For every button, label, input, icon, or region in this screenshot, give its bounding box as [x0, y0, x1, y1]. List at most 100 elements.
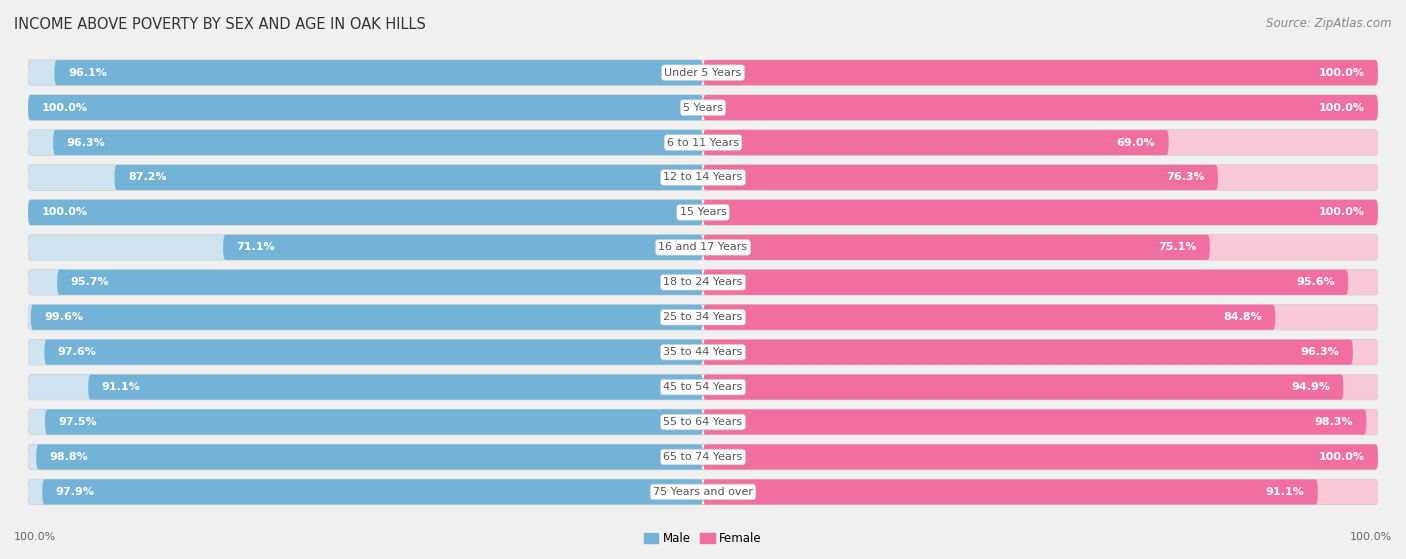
FancyBboxPatch shape: [703, 305, 1275, 330]
Text: 97.5%: 97.5%: [59, 417, 97, 427]
FancyBboxPatch shape: [703, 339, 1353, 365]
Text: INCOME ABOVE POVERTY BY SEX AND AGE IN OAK HILLS: INCOME ABOVE POVERTY BY SEX AND AGE IN O…: [14, 17, 426, 32]
Text: 84.8%: 84.8%: [1223, 312, 1261, 322]
FancyBboxPatch shape: [28, 339, 703, 365]
Text: 95.6%: 95.6%: [1296, 277, 1334, 287]
FancyBboxPatch shape: [28, 200, 703, 225]
Text: 91.1%: 91.1%: [1265, 487, 1305, 497]
FancyBboxPatch shape: [28, 60, 703, 85]
Text: 97.6%: 97.6%: [58, 347, 97, 357]
Text: 100.0%: 100.0%: [1319, 452, 1364, 462]
Text: 100.0%: 100.0%: [1350, 532, 1392, 542]
Text: 65 to 74 Years: 65 to 74 Years: [664, 452, 742, 462]
FancyBboxPatch shape: [28, 235, 703, 260]
FancyBboxPatch shape: [28, 165, 1378, 190]
Text: 18 to 24 Years: 18 to 24 Years: [664, 277, 742, 287]
Text: 15 Years: 15 Years: [679, 207, 727, 217]
Text: 76.3%: 76.3%: [1166, 173, 1205, 182]
FancyBboxPatch shape: [28, 409, 1378, 435]
FancyBboxPatch shape: [45, 339, 703, 365]
Text: 99.6%: 99.6%: [45, 312, 83, 322]
FancyBboxPatch shape: [28, 200, 703, 225]
FancyBboxPatch shape: [703, 305, 1378, 330]
FancyBboxPatch shape: [28, 130, 703, 155]
FancyBboxPatch shape: [28, 444, 1378, 470]
FancyBboxPatch shape: [28, 409, 703, 435]
Text: 55 to 64 Years: 55 to 64 Years: [664, 417, 742, 427]
FancyBboxPatch shape: [703, 200, 1378, 225]
FancyBboxPatch shape: [28, 375, 1378, 400]
FancyBboxPatch shape: [45, 409, 703, 435]
FancyBboxPatch shape: [703, 480, 1378, 505]
FancyBboxPatch shape: [42, 480, 703, 505]
FancyBboxPatch shape: [703, 409, 1367, 435]
FancyBboxPatch shape: [28, 130, 1378, 155]
Text: Source: ZipAtlas.com: Source: ZipAtlas.com: [1267, 17, 1392, 30]
FancyBboxPatch shape: [28, 305, 703, 330]
FancyBboxPatch shape: [37, 444, 703, 470]
Text: 100.0%: 100.0%: [1319, 103, 1364, 112]
Text: 6 to 11 Years: 6 to 11 Years: [666, 138, 740, 148]
FancyBboxPatch shape: [28, 269, 1378, 295]
FancyBboxPatch shape: [703, 480, 1317, 505]
Text: 100.0%: 100.0%: [14, 532, 56, 542]
Text: 71.1%: 71.1%: [236, 243, 276, 252]
FancyBboxPatch shape: [28, 200, 1378, 225]
FancyBboxPatch shape: [55, 60, 703, 85]
FancyBboxPatch shape: [703, 269, 1348, 295]
FancyBboxPatch shape: [28, 339, 1378, 365]
Text: 100.0%: 100.0%: [1319, 68, 1364, 78]
Text: 98.8%: 98.8%: [49, 452, 89, 462]
FancyBboxPatch shape: [28, 269, 703, 295]
FancyBboxPatch shape: [703, 444, 1378, 470]
Text: 95.7%: 95.7%: [70, 277, 110, 287]
FancyBboxPatch shape: [703, 235, 1209, 260]
Text: 97.9%: 97.9%: [56, 487, 94, 497]
FancyBboxPatch shape: [703, 60, 1378, 85]
FancyBboxPatch shape: [28, 305, 1378, 330]
Text: Under 5 Years: Under 5 Years: [665, 68, 741, 78]
FancyBboxPatch shape: [89, 375, 703, 400]
Text: 75 Years and over: 75 Years and over: [652, 487, 754, 497]
Text: 91.1%: 91.1%: [101, 382, 141, 392]
FancyBboxPatch shape: [28, 235, 1378, 260]
Text: 96.3%: 96.3%: [1301, 347, 1340, 357]
FancyBboxPatch shape: [703, 269, 1378, 295]
FancyBboxPatch shape: [703, 165, 1218, 190]
FancyBboxPatch shape: [28, 165, 703, 190]
FancyBboxPatch shape: [114, 165, 703, 190]
Text: 98.3%: 98.3%: [1315, 417, 1353, 427]
FancyBboxPatch shape: [28, 95, 703, 120]
Text: 100.0%: 100.0%: [42, 103, 87, 112]
FancyBboxPatch shape: [703, 60, 1378, 85]
FancyBboxPatch shape: [703, 339, 1378, 365]
Text: 96.1%: 96.1%: [67, 68, 107, 78]
FancyBboxPatch shape: [28, 60, 1378, 85]
Text: 25 to 34 Years: 25 to 34 Years: [664, 312, 742, 322]
FancyBboxPatch shape: [28, 95, 703, 120]
FancyBboxPatch shape: [703, 95, 1378, 120]
Text: 69.0%: 69.0%: [1116, 138, 1156, 148]
FancyBboxPatch shape: [703, 200, 1378, 225]
Text: 12 to 14 Years: 12 to 14 Years: [664, 173, 742, 182]
Text: 100.0%: 100.0%: [1319, 207, 1364, 217]
Text: 5 Years: 5 Years: [683, 103, 723, 112]
FancyBboxPatch shape: [28, 95, 1378, 120]
FancyBboxPatch shape: [28, 375, 703, 400]
FancyBboxPatch shape: [703, 95, 1378, 120]
FancyBboxPatch shape: [28, 480, 703, 505]
FancyBboxPatch shape: [53, 130, 703, 155]
FancyBboxPatch shape: [703, 130, 1168, 155]
FancyBboxPatch shape: [703, 409, 1378, 435]
Text: 94.9%: 94.9%: [1291, 382, 1330, 392]
Legend: Male, Female: Male, Female: [640, 528, 766, 550]
Text: 96.3%: 96.3%: [66, 138, 105, 148]
FancyBboxPatch shape: [703, 444, 1378, 470]
Text: 75.1%: 75.1%: [1157, 243, 1197, 252]
Text: 100.0%: 100.0%: [42, 207, 87, 217]
Text: 35 to 44 Years: 35 to 44 Years: [664, 347, 742, 357]
FancyBboxPatch shape: [28, 444, 703, 470]
Text: 87.2%: 87.2%: [128, 173, 167, 182]
FancyBboxPatch shape: [58, 269, 703, 295]
FancyBboxPatch shape: [28, 480, 1378, 505]
